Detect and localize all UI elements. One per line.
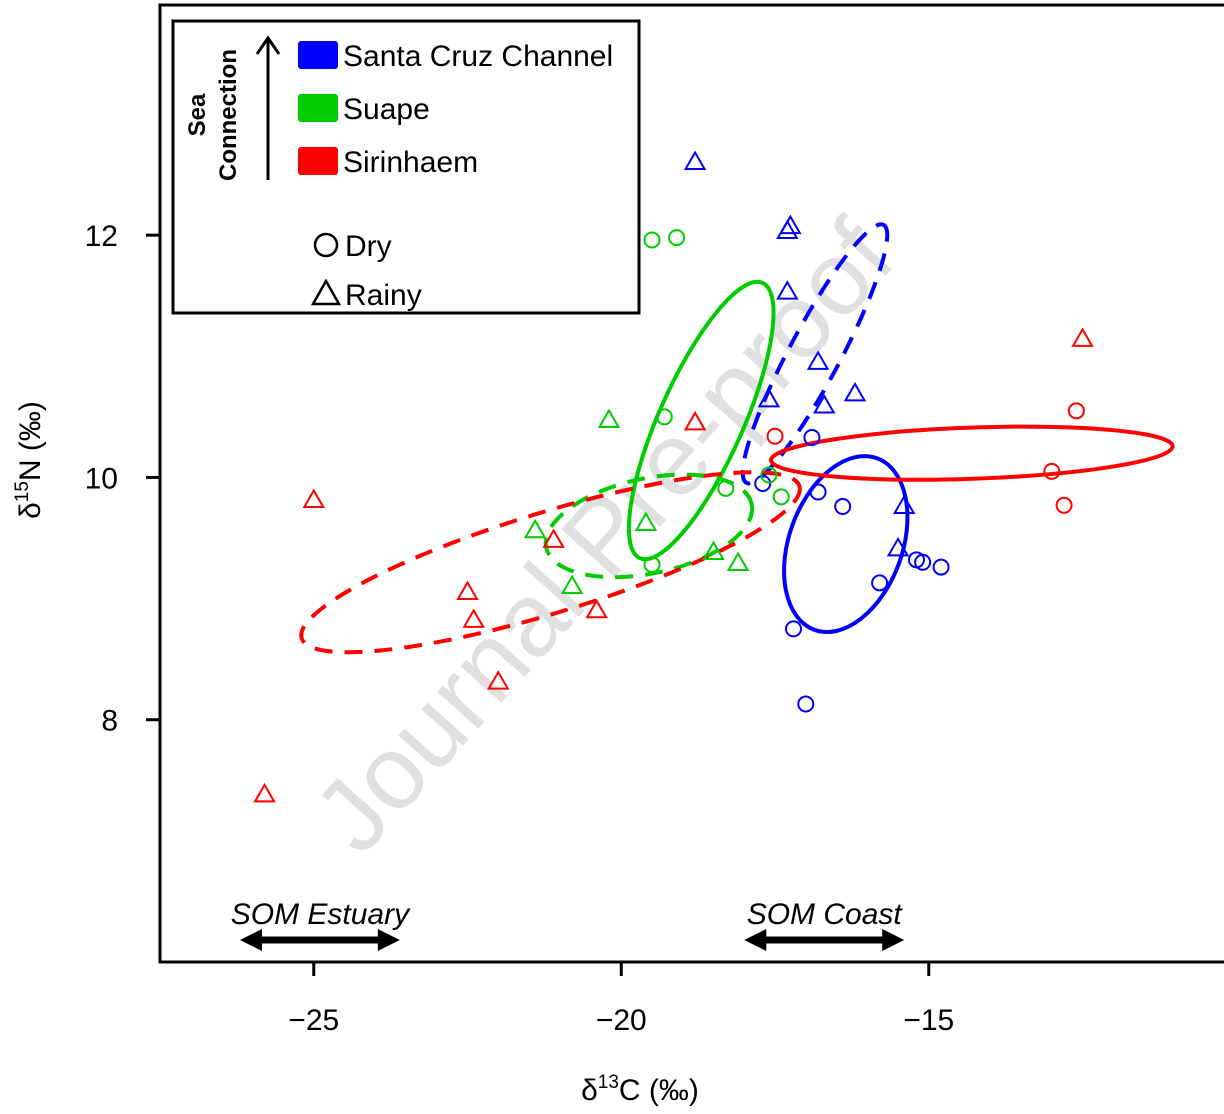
annotation-layer: SOM Estuary SOM Coast [231,898,905,951]
point-santa-cruz-channel-dry [834,498,852,516]
point-santa-cruz-channel-dry [809,483,827,501]
x-axis-label-suffix: C (‰) [619,1074,699,1107]
x-axis-label-prefix: δ [581,1074,598,1107]
point-sirinhaem-dry [1067,402,1085,420]
point-sirinhaem-dry [766,427,784,445]
arrow-head-left-icon [744,929,767,951]
sea-connection-arrow-icon [255,35,281,180]
point-suape-rainy [597,408,621,429]
point-sirinhaem-rainy [253,782,276,803]
point-sirinhaem-rainy [585,598,608,619]
legend-swatch [298,94,338,122]
y-axis-label-sup: 15 [12,481,33,502]
point-layer [253,150,1094,803]
point-sirinhaem-dry [1043,462,1061,480]
x-axis-label-sup: 13 [598,1072,619,1093]
y-axis-label: δ15N (‰) [12,401,47,519]
x-tick-label: −20 [596,1004,647,1037]
legend-site-label: Santa Cruz Channel [343,40,613,73]
annotation-som-estuary: SOM Estuary [231,898,411,951]
point-sirinhaem-rainy [456,580,479,601]
y-tick-label: 8 [101,705,118,738]
point-suape-dry [643,556,661,574]
legend-site-entries: Santa Cruz Channel Suape Sirinhaem [298,40,613,179]
ellipse-sirinhaem-dry [769,424,1175,482]
point-suape-rainy [702,540,725,561]
arrow-head-right-icon [377,929,400,951]
point-santa-cruz-channel-rainy [813,393,836,414]
legend: Sea Connection Santa Cruz Channel Suape Si… [171,19,641,315]
point-suape-dry [717,479,735,497]
annotation-som-coast: SOM Coast [744,898,905,951]
plot-border [158,3,1224,964]
legend-season-label: Dry [345,230,392,263]
legend-triangle-icon [310,278,342,306]
legend-box [171,19,641,315]
point-sirinhaem-rainy [1071,327,1094,347]
ellipse-sirinhaem-rainy [299,470,802,655]
arrow-head-left-icon [239,929,262,951]
point-santa-cruz-channel-rainy [843,381,867,402]
point-santa-cruz-channel-dry [803,428,821,446]
x-tick-label: −15 [903,1004,954,1037]
point-santa-cruz-channel-dry [871,574,889,592]
point-santa-cruz-channel-dry [797,695,815,713]
legend-circle-icon [313,232,339,258]
y-axis-label-prefix: δ [14,502,47,519]
y-axis-label-suffix: N (‰) [14,401,47,481]
point-sirinhaem-rainy [462,608,485,628]
legend-season-label: Rainy [345,279,422,312]
point-santa-cruz-channel-dry [932,558,950,576]
ellipse-layer [299,222,1175,655]
point-santa-cruz-channel-rainy [886,536,910,557]
point-santa-cruz-channel-rainy [776,280,799,300]
point-suape-dry [643,231,661,249]
point-santa-cruz-channel-rainy [683,150,707,170]
point-suape-rainy [560,574,584,594]
point-suape-dry [668,229,686,247]
legend-site-label: Sirinhaem [343,146,478,179]
point-santa-cruz-channel-dry [784,620,802,638]
legend-swatch [298,41,338,69]
point-santa-cruz-channel-rainy [757,387,781,408]
point-santa-cruz-channel-rainy [892,494,916,515]
point-suape-dry [655,408,673,426]
ellipse-santa-cruz-channel-rainy [740,222,890,486]
point-sirinhaem-rainy [302,488,325,508]
legend-season-entries: Dry Rainy [310,230,422,312]
annotation-label: SOM Coast [747,898,904,931]
legend-site-label: Suape [343,93,430,126]
plot-frame [158,3,1224,964]
y-tick-label: 10 [85,462,118,495]
x-axis-label: δ13C (‰) [581,1072,699,1107]
x-axis: −25 −20 −15 [288,962,954,1037]
point-suape-rainy [726,551,750,571]
point-suape-dry [760,466,778,484]
point-suape-rainy [634,511,658,531]
point-sirinhaem-dry [1055,496,1073,514]
point-suape-rainy [523,518,547,539]
point-sirinhaem-rainy [487,670,510,690]
legend-arrow-label-line2: Connection [215,49,242,181]
legend-swatch [298,147,338,175]
ellipse-suape-dry [626,279,776,562]
point-sirinhaem-rainy [542,528,565,548]
x-tick-label: −25 [288,1004,339,1037]
legend-arrow-label-line1: Sea [184,93,211,136]
point-sirinhaem-rainy [683,410,707,431]
ellipse-santa-cruz-channel-dry [782,454,910,635]
annotation-label: SOM Estuary [231,898,411,931]
y-tick-label: 12 [85,220,118,253]
point-suape-dry [772,488,790,506]
arrow-head-right-icon [882,929,905,951]
point-santa-cruz-channel-rainy [779,214,802,235]
point-santa-cruz-channel-dry [914,553,932,571]
y-axis: 8 10 12 [85,220,160,738]
point-santa-cruz-channel-rainy [806,350,830,370]
point-santa-cruz-channel-dry [754,475,772,492]
